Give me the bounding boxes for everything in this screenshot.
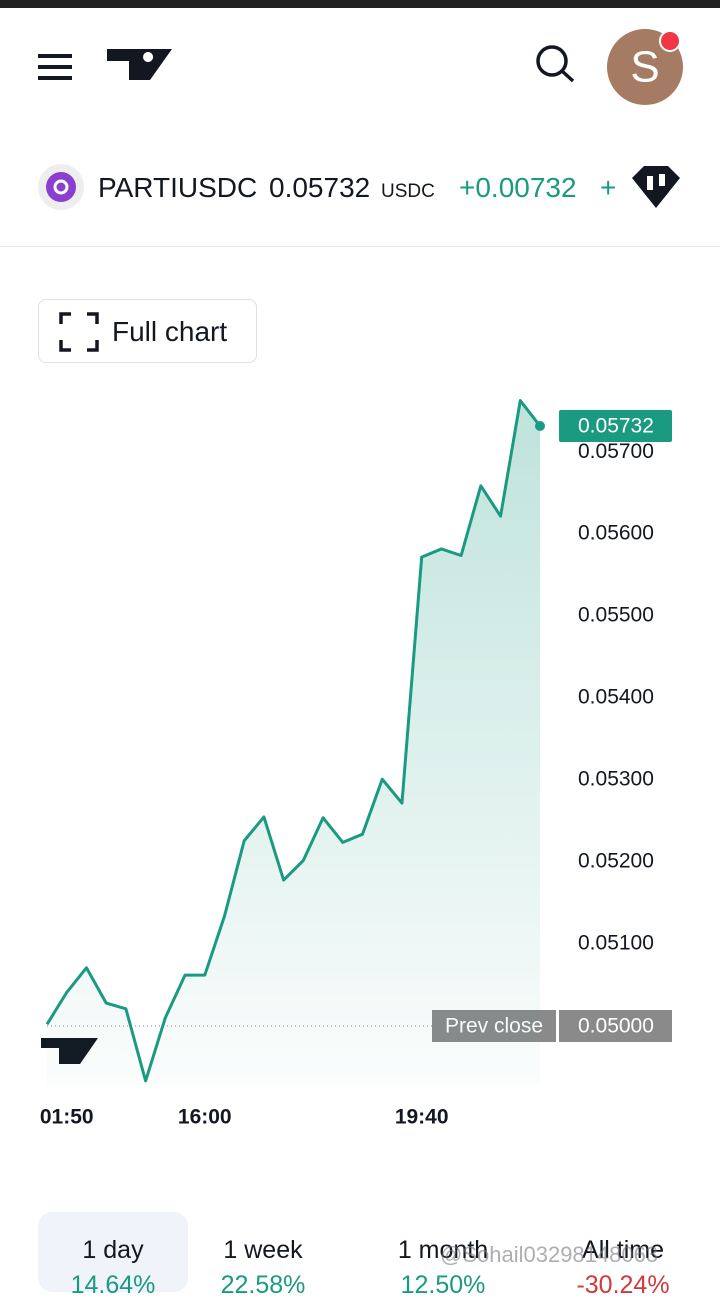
full-chart-button[interactable]: Full chart xyxy=(38,299,257,363)
add-button[interactable]: + xyxy=(600,172,617,203)
button-label: Full chart xyxy=(112,316,228,347)
symbol: PARTIUSDC xyxy=(98,172,258,203)
notification-dot xyxy=(659,30,681,52)
y-tick-label: 0.05500 xyxy=(578,604,654,627)
change: +0.00732 xyxy=(459,172,577,203)
watermark: @Sohail03298148063 xyxy=(440,1242,659,1267)
search-icon[interactable] xyxy=(536,45,575,83)
pro-icon[interactable] xyxy=(632,166,680,210)
logo[interactable] xyxy=(107,49,172,80)
x-tick-label: 19:40 xyxy=(395,1106,449,1129)
y-tick-label: 0.05400 xyxy=(578,686,654,709)
x-tick-label: 16:00 xyxy=(178,1106,232,1129)
y-tick-label: 0.05300 xyxy=(578,768,654,791)
tab-change: 14.64% xyxy=(70,1271,156,1299)
price: 0.05732 xyxy=(269,172,371,203)
expand-icon xyxy=(59,312,99,352)
prev-close-value: 0.05000 xyxy=(578,1015,654,1038)
tab-label: 1 week xyxy=(223,1236,303,1264)
y-tick-label: 0.05600 xyxy=(578,522,654,545)
status-bar xyxy=(0,0,720,8)
area xyxy=(47,400,540,1086)
prev-close-value-badge xyxy=(559,1009,672,1042)
tab-label: All time xyxy=(582,1236,664,1264)
chart: 0.05100 0.05200 0.05300 0.05400 0.05500 0.056… xyxy=(40,399,672,1129)
x-tick-label: 01:50 xyxy=(40,1106,94,1129)
tab-change: 12.50% xyxy=(400,1271,486,1299)
last-price-label: 0.05732 xyxy=(578,415,654,438)
menu-icon[interactable] xyxy=(38,54,72,80)
tab-label: 1 day xyxy=(82,1236,144,1264)
last-price-badge xyxy=(559,409,672,442)
y-tick-label: 0.05200 xyxy=(578,850,654,873)
coin-icon xyxy=(38,164,84,210)
range-tab[interactable]: 1 day 14.64% xyxy=(38,1212,188,1299)
y-tick-label: 0.05700 xyxy=(578,440,654,463)
tab-change: 22.58% xyxy=(220,1271,306,1299)
tab-change: -30.24% xyxy=(576,1271,670,1299)
app-bar: S xyxy=(38,29,683,105)
tab-label: 1 month xyxy=(397,1236,489,1264)
avatar-letter: S xyxy=(630,43,659,92)
line xyxy=(45,399,542,1083)
currency: USDC xyxy=(381,181,435,202)
y-tick-label: 0.05100 xyxy=(578,932,654,955)
symbol-header: PARTIUSDC 0.05732 USDC +0.00732 + xyxy=(0,150,720,247)
last-point xyxy=(535,420,545,431)
range-tab[interactable]: 1 week 22.58% xyxy=(188,1212,338,1299)
